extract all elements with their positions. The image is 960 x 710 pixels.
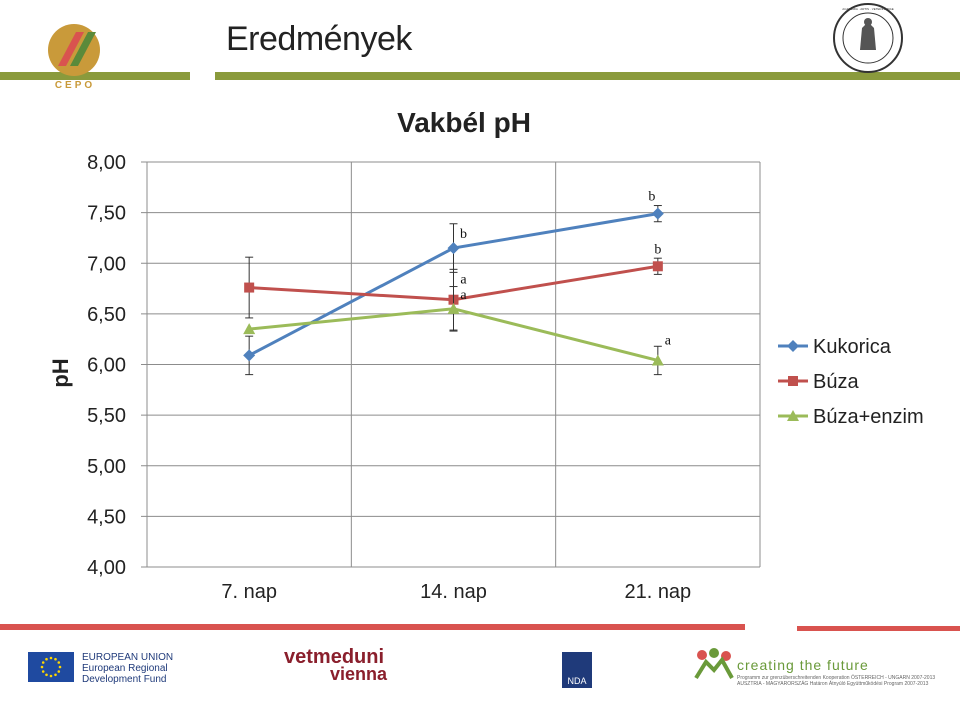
data-label: b — [460, 227, 467, 242]
data-label: a — [460, 273, 467, 288]
slide-title: Eredmények — [226, 20, 412, 58]
data-point — [244, 282, 255, 293]
y-axis-label: pH — [48, 358, 73, 387]
legend-marker — [788, 376, 798, 386]
y-tick-label: 6,00 — [87, 355, 126, 377]
legend-entry: Kukorica — [778, 336, 892, 358]
grid — [141, 161, 760, 568]
data-point — [447, 242, 460, 255]
seal-text: ACADEMIA · ARTIS · VETERINARIAE — [842, 7, 893, 11]
chart: Vakbél pH pH 4,00 4,50 5,00 5,50 6,00 6,50 7,0… — [48, 107, 924, 603]
seal-outer-ring — [833, 3, 903, 73]
creating-future-text: creating the future — [737, 657, 869, 673]
eu-line3: Development Fund — [82, 674, 167, 685]
data-label: a — [460, 288, 467, 303]
nda-logo: NDA — [562, 652, 592, 688]
vetmed-logo-line1: vetmeduni — [284, 646, 385, 668]
creating-future-people-icon — [694, 648, 734, 680]
legend-label: Búza+enzim — [813, 406, 924, 428]
y-tick-label: 4,50 — [87, 506, 126, 528]
eu-flag-icon — [28, 652, 74, 682]
seal-figure-icon — [860, 22, 876, 50]
header-rule-right — [215, 72, 960, 80]
x-tick-label: 14. nap — [420, 581, 487, 603]
chart-title: Vakbél pH — [397, 107, 531, 138]
legend-label: Kukorica — [813, 336, 892, 358]
legend: Kukorica Búza Búza+enzim — [778, 336, 924, 428]
y-tick-label: 8,00 — [87, 152, 126, 174]
data-point — [651, 207, 664, 220]
data-point — [651, 354, 664, 366]
series-kukorica: bb — [243, 190, 664, 376]
seal-head-icon — [864, 18, 872, 26]
data-point — [447, 302, 460, 314]
eu-line2: European Regional — [82, 663, 168, 674]
footer-rule-left — [0, 624, 745, 630]
data-point — [652, 261, 663, 272]
legend-label: Búza — [813, 371, 859, 393]
data-label: b — [648, 190, 655, 205]
y-tick-label: 4,00 — [87, 557, 126, 579]
data-point — [243, 349, 256, 362]
data-label: b — [654, 242, 661, 257]
data-point — [243, 323, 256, 335]
cepo-logo: CEPO — [48, 24, 100, 91]
logo-text: CEPO — [55, 80, 95, 91]
legend-marker — [787, 410, 799, 421]
logo-stripe-green — [70, 32, 96, 66]
eu-fund-text: EUROPEAN UNION European Regional Develop… — [82, 652, 173, 685]
y-tick-label: 5,50 — [87, 405, 126, 427]
header-rule-left — [0, 72, 190, 80]
tick-labels: 4,00 4,50 5,00 5,50 6,00 6,50 7,00 7,50 8,00 7. n… — [87, 152, 691, 603]
legend-entry: Búza — [778, 371, 859, 393]
x-tick-label: 7. nap — [221, 581, 277, 603]
legend-entry: Búza+enzim — [778, 406, 924, 428]
legend-marker — [787, 340, 799, 352]
seal-inner-ring — [842, 12, 894, 64]
x-tick-label: 21. nap — [624, 581, 691, 603]
logo-stripe-red — [58, 32, 84, 66]
series-b-za-enzim: aa — [243, 286, 672, 376]
y-tick-label: 6,50 — [87, 304, 126, 326]
eu-line1: EUROPEAN UNION — [82, 652, 174, 663]
axes — [146, 162, 761, 568]
program-text: Programm zur grenzüberschreitenden Koope… — [737, 675, 957, 687]
y-tick-label: 7,50 — [87, 203, 126, 225]
vetmed-logo-line2: vienna — [330, 664, 388, 684]
footer-rule-right — [797, 626, 960, 631]
program-line1: Programm zur grenzüberschreitenden Koope… — [737, 675, 936, 681]
y-tick-label: 5,00 — [87, 456, 126, 478]
university-seal: ACADEMIA · ARTIS · VETERINARIAE — [833, 3, 903, 73]
y-tick-label: 7,00 — [87, 253, 126, 275]
program-line2: AUSZTRIA - MAGYARORSZÁG Határon Átnyúló … — [737, 681, 929, 687]
data-label: a — [665, 333, 672, 348]
